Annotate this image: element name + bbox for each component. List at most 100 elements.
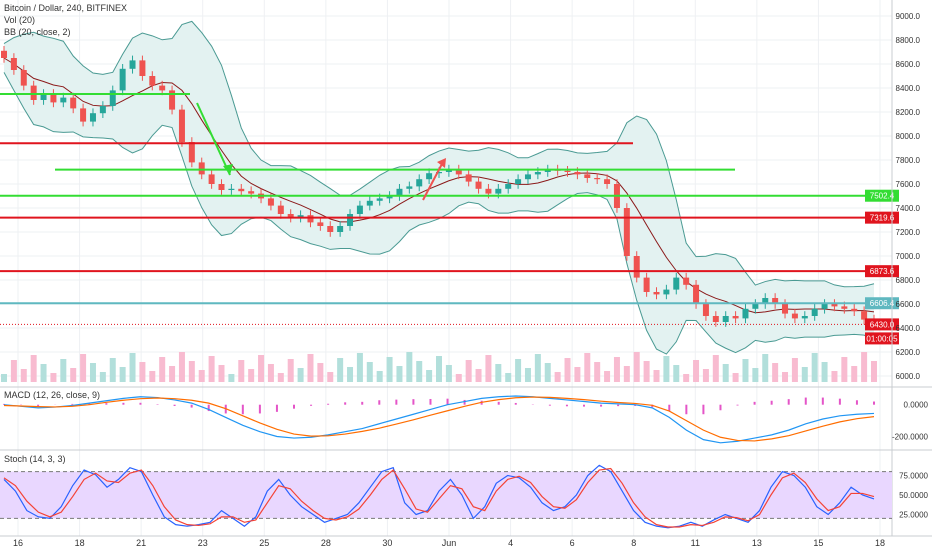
candle-body bbox=[209, 174, 215, 184]
candle-body bbox=[337, 226, 343, 232]
candle-body bbox=[416, 179, 422, 186]
volume-bar bbox=[545, 363, 551, 382]
macd-histogram-bar bbox=[583, 405, 585, 407]
volume-bar bbox=[307, 354, 313, 382]
candle-body bbox=[100, 106, 106, 113]
stoch-label: Stoch (14, 3, 3) bbox=[4, 454, 66, 464]
macd-line bbox=[4, 396, 874, 443]
stoch-tick-label: 75.0000 bbox=[899, 472, 928, 481]
macd-histogram-bar bbox=[293, 405, 295, 409]
y-tick-label: 8800.0 bbox=[896, 36, 921, 45]
macd-histogram-bar bbox=[719, 405, 721, 411]
candle-body bbox=[495, 189, 501, 194]
candle-body bbox=[841, 306, 847, 308]
x-tick-label: 16 bbox=[13, 538, 23, 548]
candle-body bbox=[377, 198, 383, 200]
volume-bar bbox=[614, 357, 620, 382]
candle-body bbox=[792, 314, 798, 319]
candle-body bbox=[525, 174, 531, 179]
x-tick-label: 30 bbox=[382, 538, 392, 548]
candle-body bbox=[703, 304, 709, 316]
x-tick-label: 6 bbox=[570, 538, 575, 548]
candle-body bbox=[663, 290, 669, 295]
candle-body bbox=[1, 51, 7, 58]
volume-bar bbox=[713, 355, 719, 382]
volume-bar bbox=[673, 365, 679, 382]
candle-body bbox=[278, 206, 284, 214]
candle-body bbox=[179, 110, 185, 142]
macd-histogram-bar bbox=[344, 402, 346, 404]
candle-body bbox=[644, 278, 650, 292]
y-tick-label: 7800.0 bbox=[896, 156, 921, 165]
candle-body bbox=[50, 94, 56, 102]
macd-label: MACD (12, 26, close, 9) bbox=[4, 390, 100, 400]
volume-bar bbox=[555, 372, 561, 382]
volume-bar bbox=[31, 355, 37, 382]
x-tick-label: 25 bbox=[259, 538, 269, 548]
candle-body bbox=[120, 69, 126, 91]
candle-body bbox=[219, 184, 225, 190]
volume-bar bbox=[41, 364, 47, 382]
macd-histogram-bar bbox=[822, 398, 824, 405]
candle-body bbox=[248, 191, 254, 193]
volume-bar bbox=[841, 357, 847, 382]
volume-bar bbox=[723, 364, 729, 382]
volume-bar bbox=[179, 352, 185, 382]
macd-histogram-bar bbox=[617, 405, 619, 406]
candle-body bbox=[406, 186, 412, 188]
countdown-label: 01:00:05 bbox=[866, 334, 898, 343]
macd-histogram-bar bbox=[839, 399, 841, 405]
volume-bar bbox=[288, 359, 294, 382]
volume-bar bbox=[752, 368, 758, 382]
macd-histogram-bar bbox=[412, 399, 414, 405]
volume-bar bbox=[268, 364, 274, 382]
signal-line bbox=[4, 397, 874, 441]
candle-body bbox=[594, 178, 600, 179]
volume-bar bbox=[60, 359, 66, 382]
candle-body bbox=[307, 215, 313, 222]
volume-bar bbox=[683, 374, 689, 382]
macd-histogram-bar bbox=[464, 400, 466, 405]
volume-bar bbox=[792, 358, 798, 382]
volume-bar bbox=[70, 368, 76, 382]
volume-bar bbox=[387, 357, 393, 382]
volume-bar bbox=[317, 363, 323, 382]
candle-body bbox=[584, 174, 590, 178]
candle-body bbox=[11, 58, 17, 70]
macd-histogram-bar bbox=[395, 400, 397, 405]
candle-body bbox=[199, 162, 205, 174]
y-tick-label: 7200.0 bbox=[896, 228, 921, 237]
volume-bar bbox=[584, 353, 590, 382]
x-tick-label: 4 bbox=[508, 538, 513, 548]
volume-bar bbox=[80, 354, 86, 382]
macd-histogram-bar bbox=[174, 405, 176, 406]
macd-histogram-bar bbox=[771, 401, 773, 405]
volume-bar bbox=[505, 373, 511, 382]
volume-bar bbox=[782, 372, 788, 382]
candle-body bbox=[574, 172, 580, 174]
stoch-tick-label: 50.0000 bbox=[899, 491, 928, 500]
volume-bar bbox=[228, 374, 234, 382]
candle-body bbox=[861, 311, 867, 319]
macd-histogram-bar bbox=[754, 402, 756, 405]
candle-body bbox=[347, 214, 353, 226]
volume-bar bbox=[130, 353, 136, 382]
volume-bar bbox=[367, 362, 373, 382]
candle-body bbox=[426, 173, 432, 179]
y-tick-label: 7600.0 bbox=[896, 180, 921, 189]
macd-histogram-bar bbox=[276, 405, 278, 412]
volume-bar bbox=[851, 366, 857, 382]
y-tick-label: 8600.0 bbox=[896, 60, 921, 69]
macd-histogram-bar bbox=[702, 405, 704, 415]
volume-bar bbox=[515, 359, 521, 382]
x-tick-label: Jun bbox=[442, 538, 457, 548]
volume-bar bbox=[209, 356, 215, 382]
candle-body bbox=[110, 90, 116, 106]
volume-bar bbox=[416, 361, 422, 382]
candle-body bbox=[476, 182, 482, 189]
volume-bar bbox=[139, 362, 145, 382]
candle-body bbox=[70, 98, 76, 109]
candle-body bbox=[90, 113, 96, 121]
